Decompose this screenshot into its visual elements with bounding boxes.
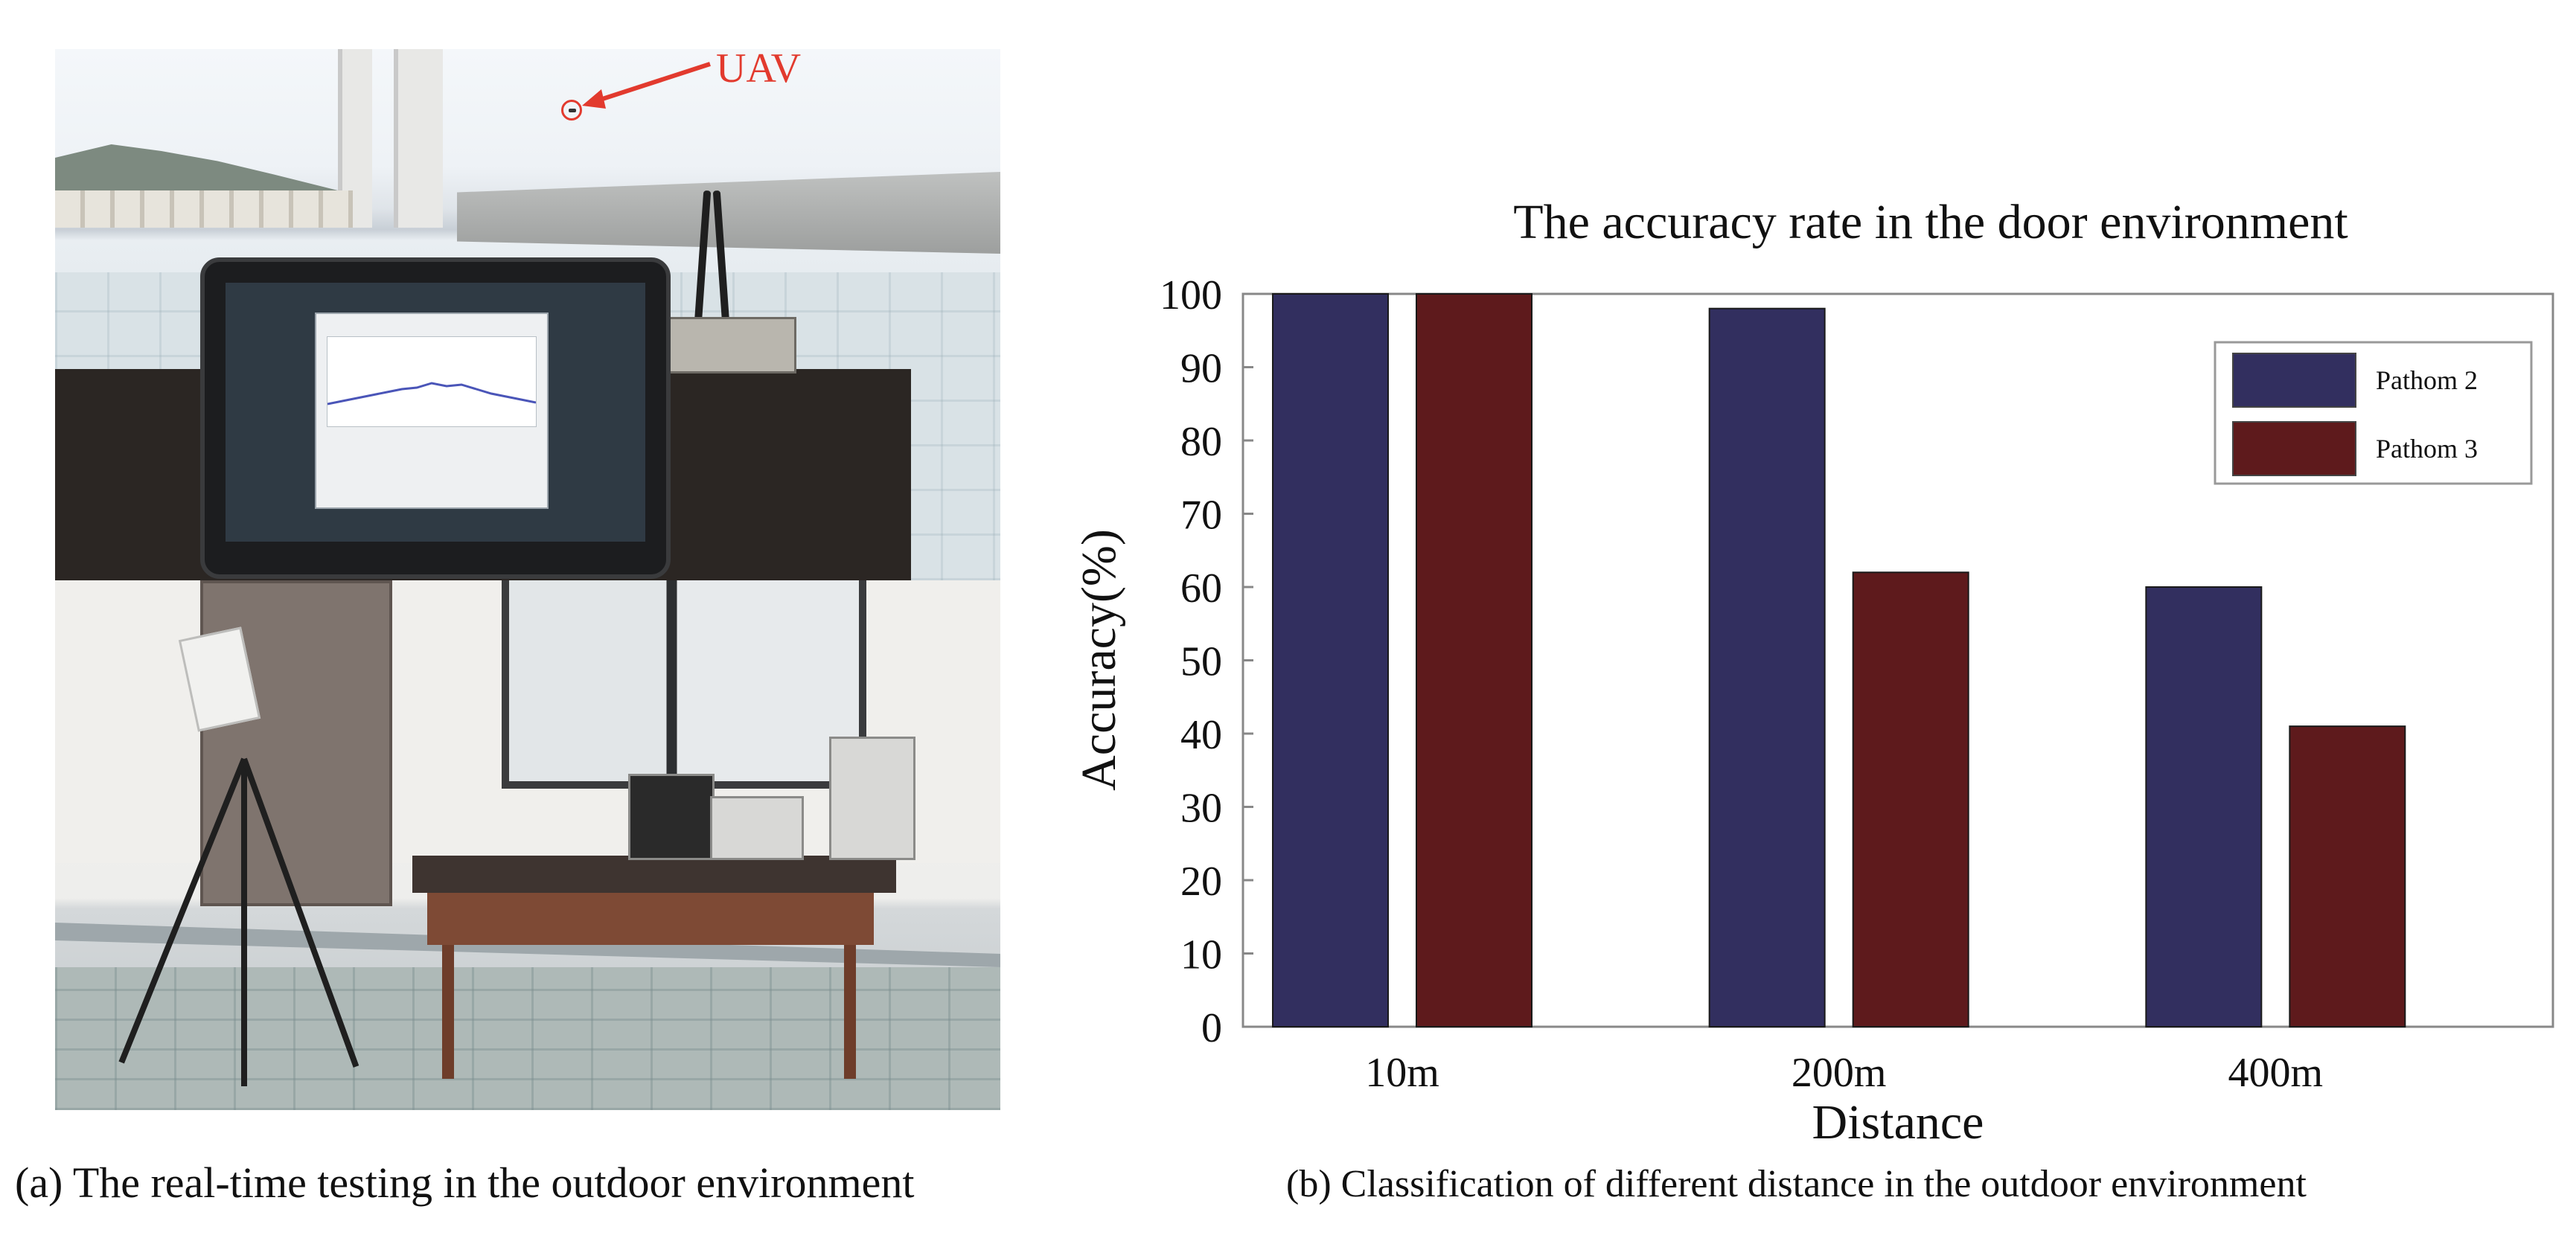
x-tick-label: 400m — [2228, 1050, 2324, 1096]
parapet-wall — [457, 172, 1000, 254]
bar-pathom-2 — [1272, 293, 1389, 1027]
legend-swatch — [2232, 353, 2356, 408]
laptop-small — [628, 774, 715, 860]
x-tick-label: 10m — [1365, 1050, 1439, 1096]
y-tick-label: 70 — [1180, 493, 1222, 539]
bar-pathom-3 — [1416, 293, 1533, 1027]
bar-pathom-2 — [1708, 307, 1826, 1027]
desk-body — [427, 893, 874, 945]
x-axis-label: Distance — [1812, 1095, 1984, 1150]
photo-panel: UAV — [55, 49, 1000, 1110]
bar-pathom-3 — [2289, 725, 2406, 1028]
desk-leg — [844, 945, 856, 1079]
hill-background — [55, 144, 368, 198]
rooftop-photo: UAV — [55, 49, 1000, 580]
sdr-router — [665, 317, 796, 373]
y-tick-label: 80 — [1180, 419, 1222, 465]
y-tick-label: 60 — [1180, 565, 1222, 612]
spectrum-trace — [327, 382, 537, 405]
laptop-screen — [226, 283, 645, 542]
bar-pathom-3 — [1852, 571, 1969, 1027]
chart-title: The accuracy rate in the door environmen… — [1513, 195, 2348, 249]
legend-label: Pathom 2 — [2376, 365, 2478, 395]
y-tick-label: 50 — [1180, 639, 1222, 685]
y-tick-label: 0 — [1201, 1005, 1222, 1051]
tripod-leg — [241, 759, 247, 1086]
y-tick-label: 40 — [1180, 712, 1222, 758]
x-axis: 10m 200m 400m — [1365, 1050, 2323, 1096]
bars-group — [1272, 293, 2406, 1028]
spectrum-plot — [327, 336, 537, 427]
uav-marker-icon — [561, 100, 582, 121]
y-tick-label: 30 — [1180, 786, 1222, 832]
x-tick-label: 200m — [1792, 1050, 1887, 1096]
y-axis: 0 10 20 30 40 50 60 70 80 90 100 — [1160, 272, 1253, 1051]
desk-top — [412, 856, 896, 893]
legend-label: Pathom 3 — [2376, 434, 2478, 464]
y-tick-label: 20 — [1180, 859, 1222, 905]
instrument-box — [710, 796, 804, 860]
accuracy-chart: The accuracy rate in the door environmen… — [1072, 195, 2554, 1150]
pillar — [394, 49, 443, 228]
legend-swatch — [2232, 421, 2356, 476]
y-axis-label: Accuracy(%) — [1072, 529, 1126, 791]
caption-b: (b) Classification of different distance… — [1286, 1163, 2307, 1205]
railing — [55, 190, 353, 228]
chart-legend: Pathom 2 Pathom 3 — [2214, 341, 2533, 485]
caption-a: (a) The real-time testing in the outdoor… — [15, 1158, 915, 1207]
bar-pathom-2 — [2145, 586, 2263, 1027]
door — [200, 580, 392, 906]
y-tick-label: 100 — [1160, 272, 1222, 318]
spectrum-window — [315, 312, 549, 509]
y-tick-label: 10 — [1180, 932, 1222, 978]
test-setup-photo — [55, 580, 1000, 1110]
y-tick-label: 90 — [1180, 346, 1222, 392]
laptop — [200, 257, 671, 579]
uav-label: UAV — [716, 49, 802, 92]
desk-leg — [442, 945, 454, 1079]
tiled-floor — [55, 967, 1000, 1110]
uav-arrow-icon — [582, 62, 711, 109]
window — [502, 580, 866, 789]
computer-case — [829, 737, 915, 860]
